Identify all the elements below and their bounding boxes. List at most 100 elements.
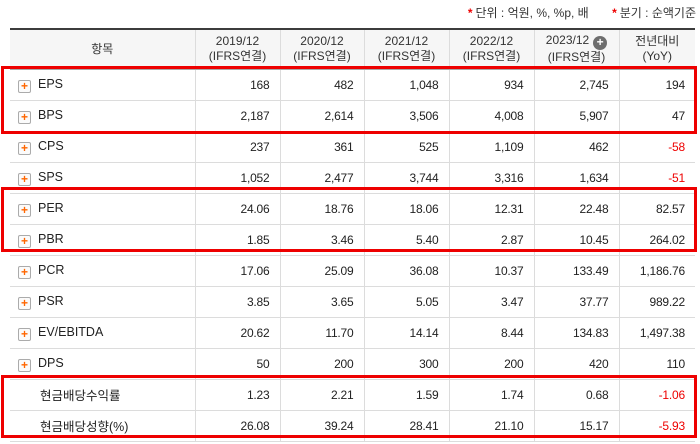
basis-note-text: 분기 : 순액기준 <box>619 6 696 20</box>
cell-value: 82.57 <box>618 193 695 225</box>
table-row: + PBR 1.85 3.46 5.40 2.87 10.45 264.02 <box>10 224 695 256</box>
unit-note: * 단위 : 억원, %, %p, 배 <box>468 6 589 20</box>
cell-value: 1,048 <box>363 69 449 101</box>
expand-row-icon[interactable]: + <box>18 296 31 310</box>
unit-note-text: 단위 : 억원, %, %p, 배 <box>475 6 589 20</box>
cell-value: 2,477 <box>279 162 364 194</box>
table-row: + EV/EBITDA 20.62 11.70 14.14 8.44 134.83 1,497… <box>10 317 695 349</box>
cell-value: 2,187 <box>194 100 280 132</box>
cell-value: 39.24 <box>279 410 364 442</box>
row-label-text: PSR <box>38 293 64 308</box>
row-label-text: 현금배당수익률 <box>40 389 121 403</box>
table-body: + EPS 168 482 1,048 934 2,745 194 + BPS 2,187 2,614… <box>10 69 695 442</box>
cell-value: 300 <box>363 348 449 380</box>
cell-value: -51 <box>618 162 695 194</box>
cell-value: 1,052 <box>194 162 280 194</box>
row-label-text: EPS <box>38 76 64 91</box>
row-label: + PBR <box>10 224 195 256</box>
expand-row-icon[interactable]: + <box>18 141 31 155</box>
cell-value: 20.62 <box>194 317 280 349</box>
basis-note: * 분기 : 순액기준 <box>612 6 696 20</box>
table-row: + EPS 168 482 1,048 934 2,745 194 <box>10 69 695 101</box>
cell-value: 8.44 <box>448 317 534 349</box>
column-header-line1: 항목 <box>91 41 114 56</box>
column-header: 2022/12 (IFRS연결) <box>448 28 534 70</box>
cell-value: 133.49 <box>533 255 619 287</box>
row-label-text: PCR <box>38 262 65 277</box>
column-header: 2021/12 (IFRS연결) <box>363 28 449 70</box>
cell-value: 1,109 <box>448 131 534 163</box>
cell-value: 36.08 <box>363 255 449 287</box>
cell-value: 264.02 <box>618 224 695 256</box>
column-header-line1: 2022/12 <box>469 34 514 49</box>
cell-value: 110 <box>618 348 695 380</box>
cell-value: 1.59 <box>363 379 449 411</box>
expand-row-icon[interactable]: + <box>18 358 31 372</box>
row-label: + EPS <box>10 69 195 101</box>
cell-value: 934 <box>448 69 534 101</box>
cell-value: -1.06 <box>618 379 695 411</box>
cell-value: 0.68 <box>533 379 619 411</box>
row-label: 현금배당성향(%) <box>10 410 195 442</box>
header-row: 항목 2019/12 (IFRS연결) 2020/12 (IFRS연결) 2021/12(… <box>10 28 695 70</box>
column-header: 항목 <box>10 28 195 70</box>
expand-row-icon[interactable]: + <box>18 234 31 248</box>
row-label: + CPS <box>10 131 195 163</box>
cell-value: 47 <box>618 100 695 132</box>
cell-value: 21.10 <box>448 410 534 442</box>
cell-value: 3,744 <box>363 162 449 194</box>
add-column-icon[interactable]: + <box>593 36 608 51</box>
cell-value: 1.74 <box>448 379 534 411</box>
table-row: + DPS 50 200 300 200 420 110 <box>10 348 695 380</box>
column-header-line1: 2023/12 + <box>535 33 619 51</box>
column-header-line2: (IFRS연결) <box>547 50 606 65</box>
row-label: + BPS <box>10 100 195 132</box>
cell-value: 5.40 <box>363 224 449 256</box>
cell-value: 462 <box>533 131 619 163</box>
cell-value: 1,186.76 <box>618 255 695 287</box>
expand-row-icon[interactable]: + <box>18 172 31 186</box>
cell-value: 37.77 <box>533 286 619 318</box>
cell-value: 11.70 <box>279 317 364 349</box>
column-header-line1: 2019/12 <box>215 34 260 49</box>
cell-value: 525 <box>363 131 449 163</box>
cell-value: 22.48 <box>533 193 619 225</box>
cell-value: 200 <box>279 348 364 380</box>
table-row: + PCR 17.06 25.09 36.08 10.37 133.49 1,186.76 <box>10 255 695 287</box>
cell-value: 2,745 <box>533 69 619 101</box>
cell-value: 3.65 <box>279 286 364 318</box>
cell-value: 50 <box>194 348 280 380</box>
row-label: + EV/EBITDA <box>10 317 195 349</box>
cell-value: 3.46 <box>279 224 364 256</box>
row-label: + PSR <box>10 286 195 318</box>
expand-row-icon[interactable]: + <box>18 203 31 217</box>
column-header-line2: (IFRS연결) <box>462 49 521 64</box>
row-label-text: SPS <box>38 169 64 184</box>
expand-row-icon[interactable]: + <box>18 327 31 341</box>
cell-value: 194 <box>618 69 695 101</box>
table-row: + BPS 2,187 2,614 3,506 4,008 5,907 47 <box>10 100 695 132</box>
column-header-line2: (IFRS연결) <box>377 49 436 64</box>
cell-value: 4,008 <box>448 100 534 132</box>
cell-value: 2.21 <box>279 379 364 411</box>
row-label-text: EV/EBITDA <box>38 324 104 339</box>
expand-row-icon[interactable]: + <box>18 110 31 124</box>
row-label-text: PER <box>38 200 64 215</box>
cell-value: 237 <box>194 131 280 163</box>
row-label-text: DPS <box>38 355 64 370</box>
cell-value: 12.31 <box>448 193 534 225</box>
cell-value: 18.06 <box>363 193 449 225</box>
cell-value: 25.09 <box>279 255 364 287</box>
cell-value: 989.22 <box>618 286 695 318</box>
table-row: + CPS 237 361 525 1,109 462 -58 <box>10 131 695 163</box>
cell-value: 5,907 <box>533 100 619 132</box>
table-row: 현금배당수익률 1.23 2.21 1.59 1.74 0.68 -1.06 <box>10 379 695 411</box>
cell-value: 3.47 <box>448 286 534 318</box>
row-label: + PCR <box>10 255 195 287</box>
cell-value: 3.85 <box>194 286 280 318</box>
expand-row-icon[interactable]: + <box>18 265 31 279</box>
row-label: + DPS <box>10 348 195 380</box>
column-header: 2019/12 (IFRS연결) <box>194 28 280 70</box>
expand-row-icon[interactable]: + <box>18 79 31 93</box>
cell-value: -58 <box>618 131 695 163</box>
